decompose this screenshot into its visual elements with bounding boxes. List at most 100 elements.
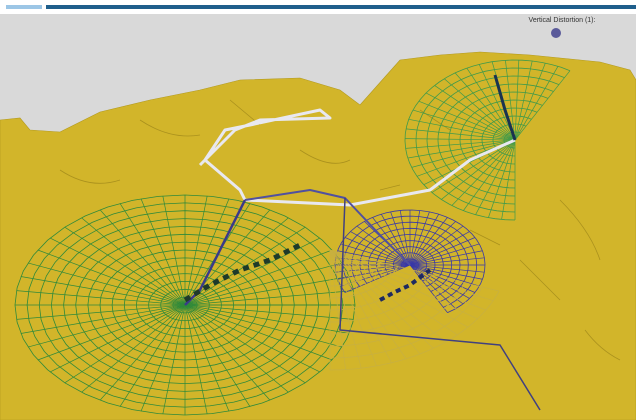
fan-spoke <box>162 304 186 415</box>
fan-spoke <box>184 198 230 306</box>
fan-spoke <box>184 237 321 306</box>
fan-spoke <box>412 109 516 141</box>
fan-spoke <box>475 139 516 215</box>
fan-spoke <box>329 249 446 343</box>
fan-spoke <box>140 304 186 412</box>
fan-spoke <box>329 249 487 311</box>
fan-spoke <box>514 66 559 141</box>
fan-spoke <box>488 139 516 218</box>
fan-spoke <box>184 304 208 415</box>
fan-spoke <box>140 198 186 306</box>
fan-spoke <box>337 264 411 280</box>
fan-spoke <box>431 139 516 193</box>
fan-spoke <box>337 250 411 266</box>
fan-spoke <box>350 231 411 266</box>
tab <box>6 5 42 9</box>
fan-spoke <box>81 217 186 306</box>
fan-spoke <box>409 210 421 266</box>
fan-spoke <box>184 304 271 401</box>
terrain <box>0 51 636 420</box>
fan-spoke <box>37 249 186 306</box>
fan-spoke <box>501 139 516 220</box>
fan-spoke <box>434 85 516 141</box>
fan-spoke <box>409 221 456 266</box>
fan-spoke <box>329 249 392 363</box>
fan-spoke <box>335 257 411 266</box>
fan-spoke <box>408 118 516 141</box>
distortion-label: Vertical Distortion (1): <box>529 17 596 24</box>
fan-spoke <box>49 237 186 306</box>
fan-spoke <box>356 225 411 266</box>
fan-spoke <box>184 304 230 412</box>
fan-spoke <box>184 304 354 320</box>
fan-spoke <box>184 304 350 334</box>
fan-spoke <box>27 262 186 306</box>
fan-spoke <box>407 139 516 159</box>
fan-spoke <box>505 60 516 141</box>
fan-spoke <box>20 276 186 306</box>
fan-spoke <box>119 304 186 407</box>
axis-widget <box>551 28 561 38</box>
fan-spoke <box>99 304 186 401</box>
fan-spoke <box>409 264 480 287</box>
fan-spoke <box>406 128 516 141</box>
fan-spoke <box>454 72 516 141</box>
fan-spoke <box>409 237 476 266</box>
fan-spoke <box>380 214 411 266</box>
fan-spoke <box>409 257 485 266</box>
fan-spoke <box>184 262 343 306</box>
fan-spoke <box>329 249 478 320</box>
fan-spoke <box>329 249 500 292</box>
fan-spoke <box>184 304 289 393</box>
fan-spoke <box>184 249 333 306</box>
fan-spoke <box>184 304 306 384</box>
fan-spoke <box>409 250 483 266</box>
fan-spoke <box>514 62 546 141</box>
fan-spoke <box>514 60 533 141</box>
terrain-shading <box>59 99 621 361</box>
fan-spoke <box>478 64 516 141</box>
fan-spoke <box>329 249 377 367</box>
fan-spoke <box>405 138 516 141</box>
fan-spoke <box>184 304 333 361</box>
fan-spoke <box>344 264 411 293</box>
fan-spoke <box>329 249 362 369</box>
header-line <box>46 5 636 9</box>
fan-spoke <box>329 249 494 302</box>
fan-spoke <box>466 67 516 141</box>
fan-spoke <box>441 139 516 200</box>
fan-spoke <box>451 139 516 206</box>
fan-spoke <box>184 304 343 348</box>
fan-spoke <box>409 211 430 266</box>
fan-spoke <box>329 249 458 336</box>
fan-spoke <box>409 264 470 299</box>
fan-spoke <box>20 304 186 334</box>
fan-spoke <box>514 70 571 141</box>
fan-spoke <box>184 290 354 306</box>
fan-spoke <box>405 139 516 149</box>
fan-spoke <box>409 264 483 280</box>
fan-spoke <box>372 217 411 266</box>
fan-spoke <box>99 209 186 306</box>
fan-spoke <box>64 226 186 306</box>
fan-spoke <box>184 217 289 306</box>
fan-spoke <box>409 264 476 293</box>
fan-spoke <box>16 290 186 306</box>
fan-spoke <box>16 304 186 320</box>
fan-spoke <box>409 217 448 266</box>
fan-spoke <box>399 210 411 266</box>
fan-spoke <box>409 214 440 266</box>
fan-spoke <box>329 249 347 370</box>
fan-spoke <box>418 100 516 141</box>
fan-spoke <box>409 264 456 309</box>
fan-spoke <box>514 60 520 141</box>
fan-spoke <box>119 203 186 306</box>
fan-spoke <box>184 195 208 306</box>
fan-spoke <box>444 78 516 141</box>
fan-spoke <box>390 211 411 266</box>
fan-spoke <box>409 225 464 266</box>
fan-spoke <box>409 264 485 273</box>
pipelines <box>183 74 541 411</box>
fan-spoke <box>81 304 186 393</box>
